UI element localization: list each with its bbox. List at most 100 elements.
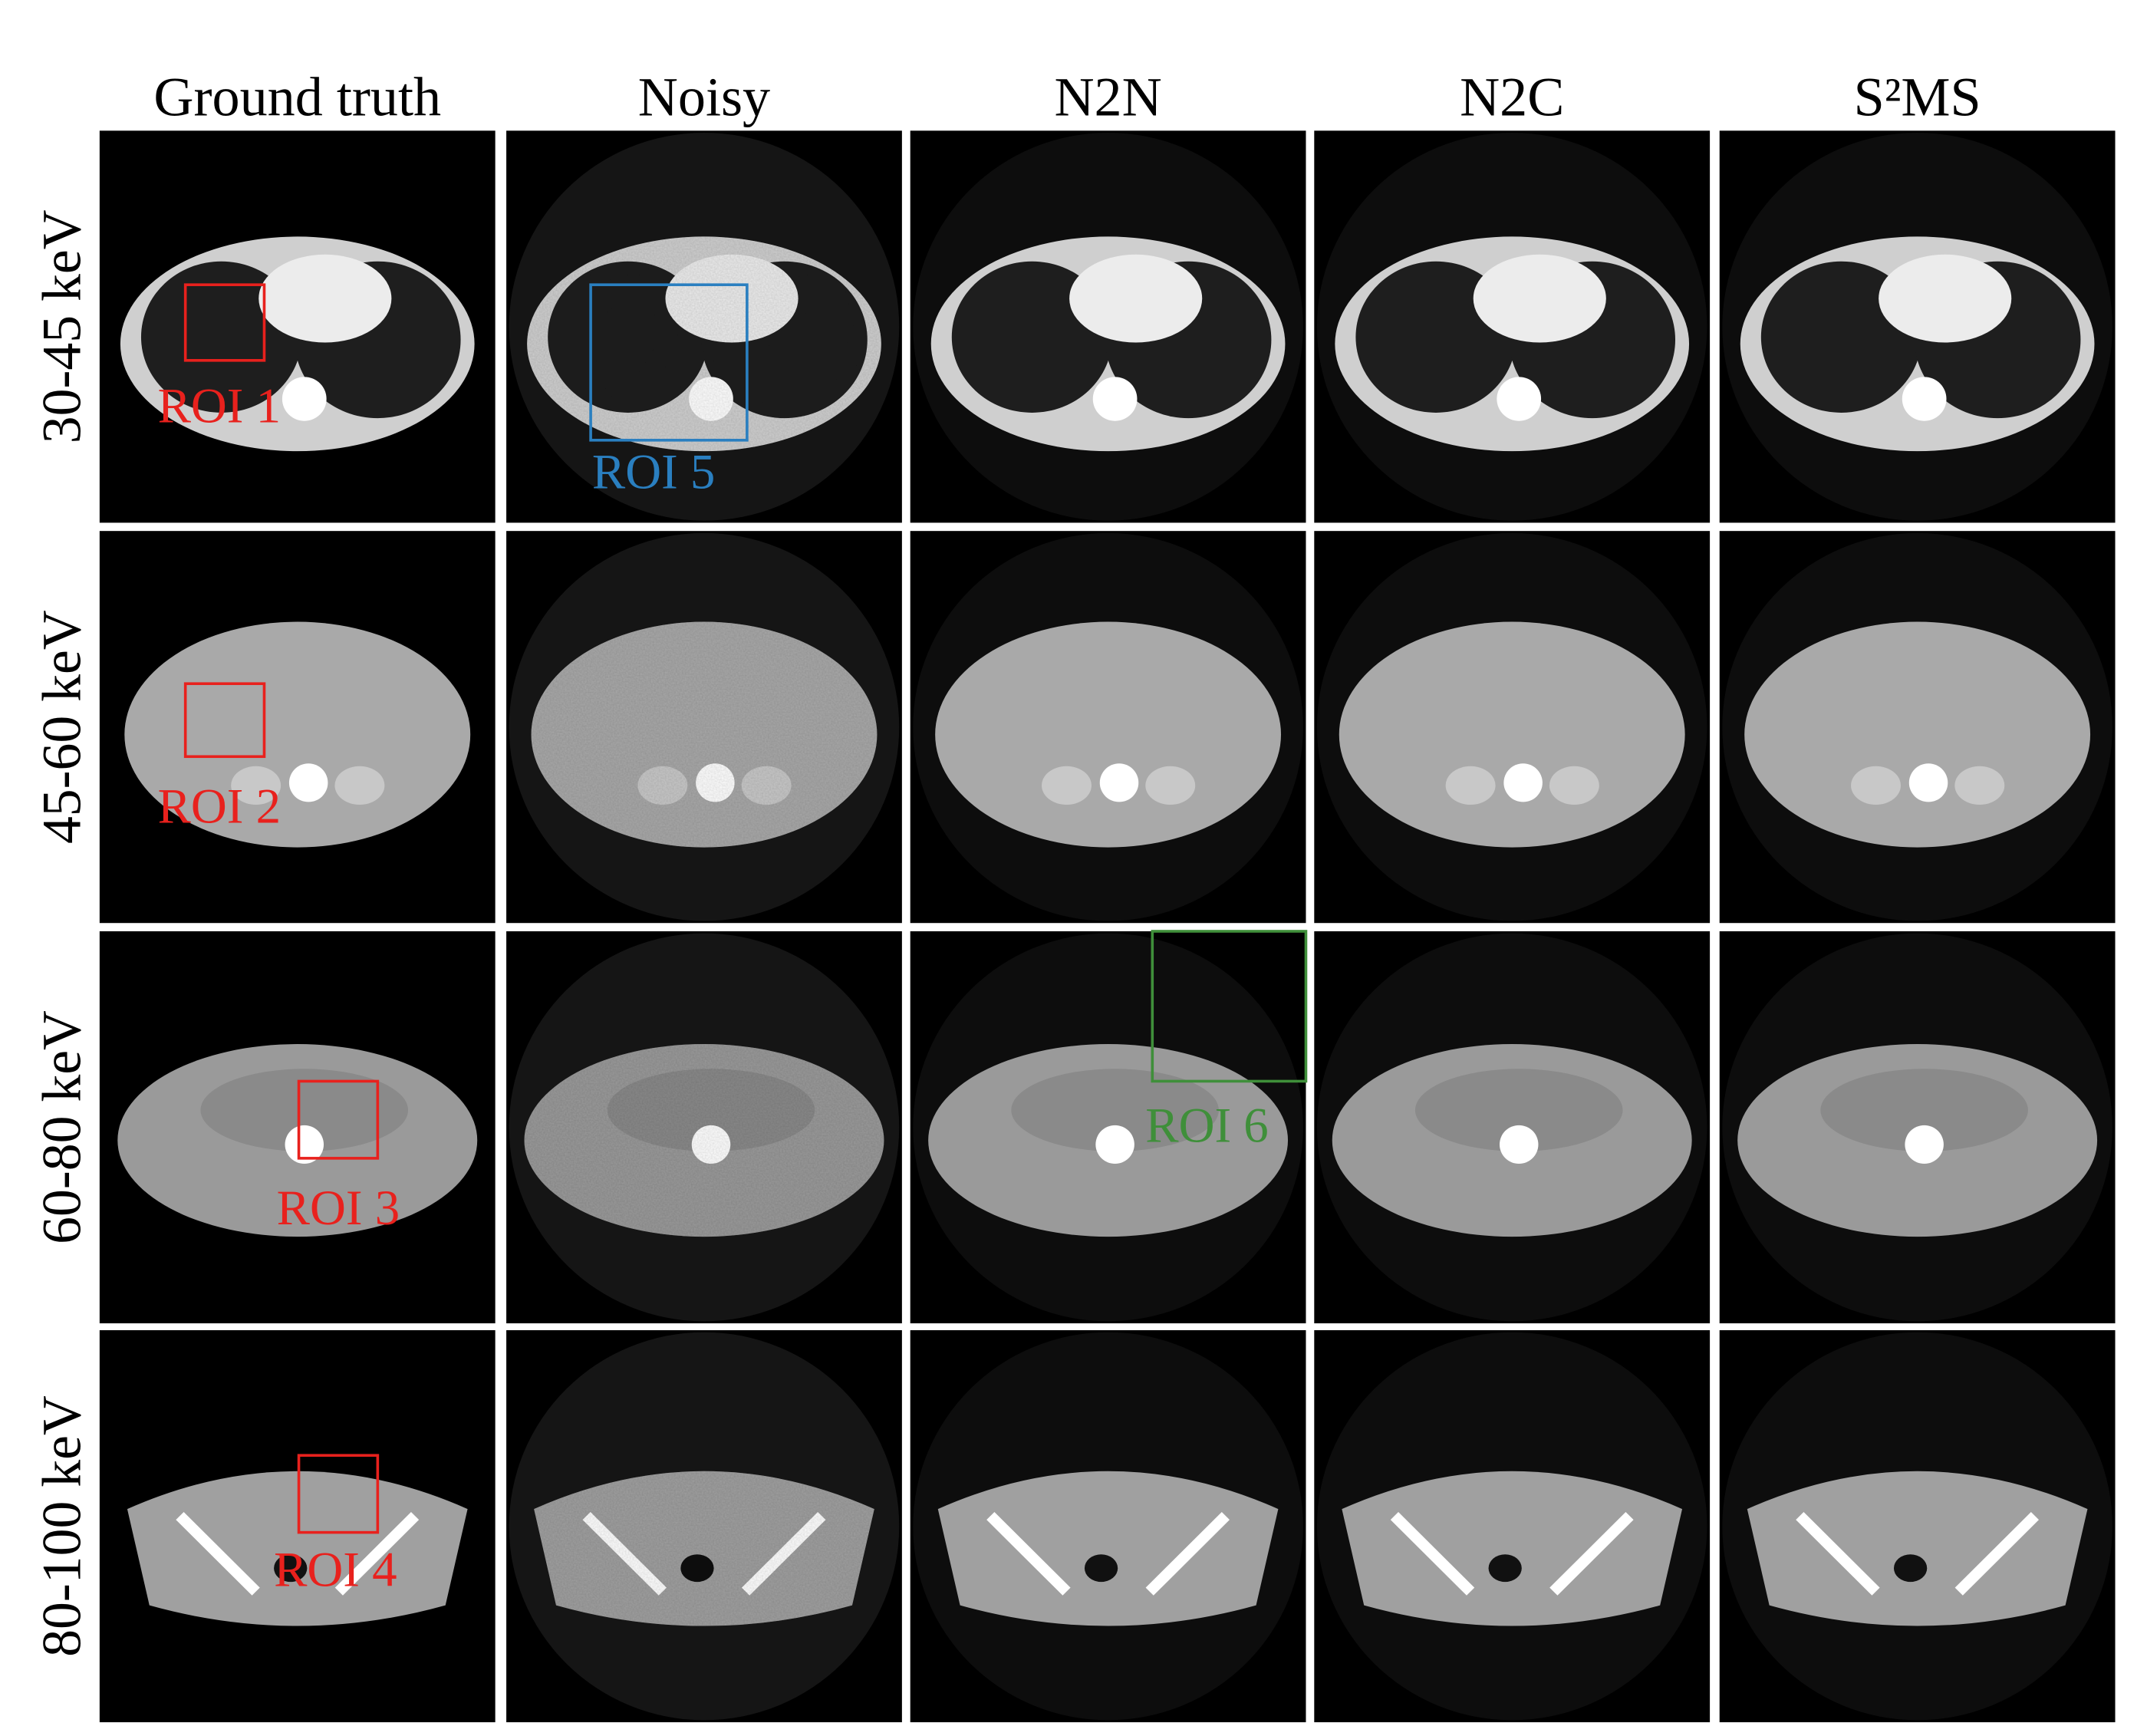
ct-image [1719, 931, 2116, 1324]
spine [1908, 763, 1948, 802]
ct-image [1719, 1330, 2116, 1723]
anatomy [117, 1044, 478, 1237]
ct-image [910, 1330, 1306, 1723]
column-header: Ground truth [153, 67, 441, 128]
ct-image [1314, 1330, 1711, 1723]
rectum [1893, 1554, 1928, 1583]
anatomy [124, 621, 471, 848]
kidney [741, 766, 792, 805]
anatomy [1332, 1044, 1692, 1237]
ct-image [506, 931, 902, 1324]
bowel [607, 1069, 815, 1151]
anatomy [1335, 236, 1690, 452]
roi-label: ROI 2 [158, 779, 282, 834]
rectum [1084, 1554, 1118, 1583]
anatomy [1740, 236, 2095, 452]
ct-image [910, 130, 1306, 523]
anatomy [930, 236, 1286, 452]
ct-image [506, 130, 902, 523]
anatomy [935, 621, 1282, 848]
heart [258, 254, 392, 343]
rectum [680, 1554, 714, 1583]
body [1339, 621, 1685, 848]
bowel [1011, 1069, 1219, 1151]
ct-image [1314, 130, 1711, 523]
anatomy [1747, 1471, 2088, 1626]
roi-box [183, 283, 266, 362]
kidney [334, 766, 385, 805]
spine [1902, 377, 1947, 421]
body [935, 621, 1282, 848]
heart [1069, 254, 1203, 343]
spine [282, 377, 327, 421]
kidney [1042, 766, 1092, 805]
ct-image [99, 130, 496, 523]
roi-box [183, 682, 266, 759]
heart [1879, 254, 2012, 343]
roi-box [589, 283, 749, 442]
body [127, 1471, 468, 1626]
row-label: 60-80 keV [31, 1010, 92, 1244]
anatomy [524, 1044, 884, 1237]
kidney [231, 766, 282, 805]
rectum [274, 1554, 308, 1583]
anatomy [120, 236, 475, 452]
ct-image [1314, 931, 1711, 1324]
ct-image [506, 1330, 902, 1723]
kidney [1851, 766, 1901, 805]
anatomy [527, 236, 881, 452]
column-header: Noisy [638, 67, 770, 128]
body [1342, 1471, 1683, 1626]
pelvis [1549, 1512, 1634, 1596]
ct-image [506, 531, 902, 924]
row-label: 30-45 keV [31, 209, 92, 443]
body [1744, 621, 2091, 848]
roi-label: ROI 1 [158, 379, 282, 434]
spine [1099, 763, 1139, 802]
anatomy [937, 1471, 1279, 1626]
roi-label: ROI 5 [592, 445, 716, 500]
roi-label: ROI 3 [277, 1181, 400, 1236]
body [531, 621, 878, 848]
pelvis [1390, 1512, 1475, 1596]
body [1747, 1471, 2088, 1626]
ct-image [99, 531, 496, 924]
anatomy [531, 621, 878, 848]
body [937, 1471, 1279, 1626]
roi-label: ROI 4 [274, 1543, 397, 1598]
ct-image [1719, 531, 2116, 924]
spine [1503, 763, 1543, 802]
bowel [1414, 1069, 1623, 1151]
spine [1092, 377, 1138, 421]
roi-box [297, 1454, 380, 1534]
row-label: 80-100 keV [31, 1395, 92, 1657]
spine [1095, 1125, 1134, 1164]
anatomy [127, 1471, 468, 1626]
anatomy [534, 1471, 874, 1626]
column-header: N2C [1460, 67, 1564, 128]
ct-image [99, 1330, 496, 1723]
ct-image [1719, 130, 2116, 523]
roi-box [297, 1079, 380, 1160]
anatomy [1737, 1044, 2098, 1237]
pelvis [334, 1512, 420, 1596]
spine [1497, 377, 1542, 421]
ct-image [910, 531, 1306, 924]
spine [691, 1125, 731, 1164]
pelvis [1954, 1512, 2040, 1596]
rectum [1488, 1554, 1522, 1583]
spine [689, 377, 733, 421]
roi-label: ROI 6 [1145, 1099, 1269, 1154]
anatomy [1342, 1471, 1683, 1626]
kidney [1549, 766, 1599, 805]
pelvis [741, 1512, 826, 1596]
spine [288, 763, 328, 802]
kidney [637, 766, 688, 805]
column-header: N2N [1054, 67, 1161, 128]
kidney [1954, 766, 2005, 805]
ct-image [1314, 531, 1711, 924]
heart [665, 254, 799, 343]
pelvis [582, 1512, 667, 1596]
pelvis [986, 1512, 1071, 1596]
